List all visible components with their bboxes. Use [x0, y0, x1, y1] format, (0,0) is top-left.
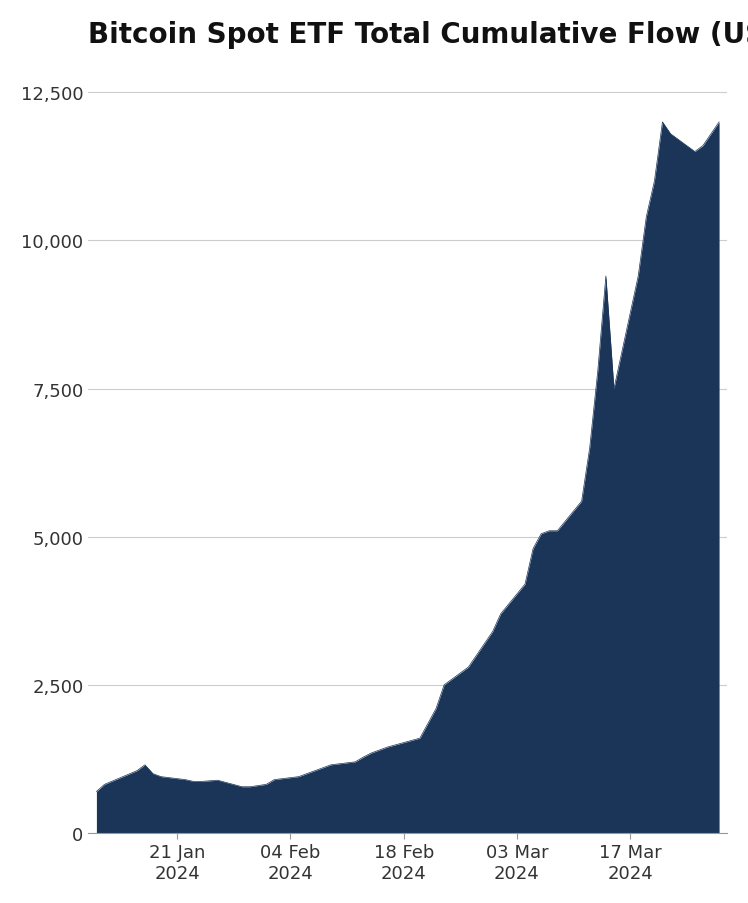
- Text: Bitcoin Spot ETF Total Cumulative Flow (US$m): Bitcoin Spot ETF Total Cumulative Flow (…: [88, 21, 748, 49]
